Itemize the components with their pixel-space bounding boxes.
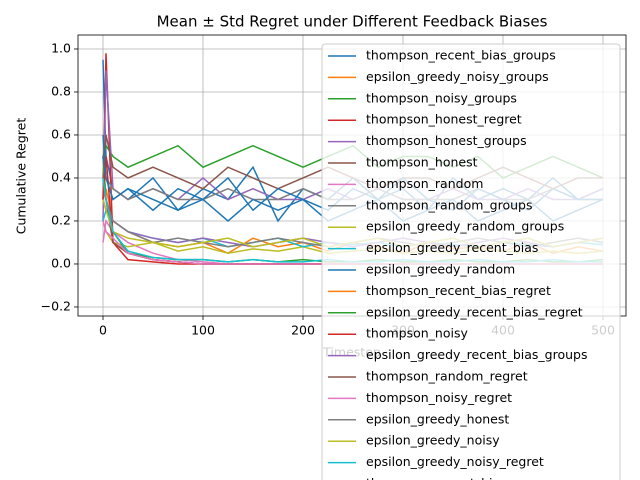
legend-label: epsilon_greedy_noisy_regret xyxy=(366,454,544,469)
legend-label: epsilon_greedy_random xyxy=(366,262,515,277)
y-tick-label: −0.2 xyxy=(41,298,71,313)
y-tick-label: 0.2 xyxy=(51,212,71,227)
y-tick-label: 0.4 xyxy=(51,169,71,184)
legend-label: epsilon_greedy_noisy_groups xyxy=(366,69,549,84)
legend-label: thompson_honest_regret xyxy=(366,112,522,127)
legend-label: epsilon_greedy_random_groups xyxy=(366,219,564,234)
legend-box xyxy=(321,43,621,480)
legend-label: thompson_noisy_regret xyxy=(366,390,512,405)
x-tick-label: 100 xyxy=(191,323,215,338)
legend: thompson_recent_bias_groups epsilon_greed… xyxy=(321,43,621,480)
legend-label: epsilon_greedy_recent_bias_groups xyxy=(366,347,588,362)
y-tick-label: 0.0 xyxy=(51,255,71,270)
legend-label: thompson_honest_groups xyxy=(366,133,527,148)
legend-label: thompson_random_groups xyxy=(366,197,532,212)
legend-label: thompson_noisy_groups xyxy=(366,90,517,105)
y-tick-label: 0.6 xyxy=(51,126,71,141)
legend-label: thompson_recent_bias_groups xyxy=(366,48,556,63)
legend-label: epsilon_greedy_noisy xyxy=(366,433,500,448)
y-axis-label: Cumulative Regret xyxy=(14,118,29,235)
legend-label: thompson_random_regret xyxy=(366,369,528,384)
chart-title: Mean ± Std Regret under Different Feedba… xyxy=(157,13,548,31)
y-tick-label: 1.0 xyxy=(51,40,71,55)
x-tick-label: 0 xyxy=(99,323,107,338)
legend-label: thompson_noisy xyxy=(366,326,468,341)
legend-label: thompson_random xyxy=(366,176,483,191)
legend-label: epsilon_greedy_honest xyxy=(366,411,509,426)
legend-label: thompson_recent_bias_regret xyxy=(366,283,551,298)
legend-label: thompson_recent_bias xyxy=(366,476,507,480)
legend-label: epsilon_greedy_recent_bias_regret xyxy=(366,304,583,319)
legend-label: thompson_honest xyxy=(366,155,478,170)
y-tick-label: 0.8 xyxy=(51,83,71,98)
x-tick-label: 200 xyxy=(291,323,315,338)
legend-label: epsilon_greedy_recent_bias xyxy=(366,240,538,255)
